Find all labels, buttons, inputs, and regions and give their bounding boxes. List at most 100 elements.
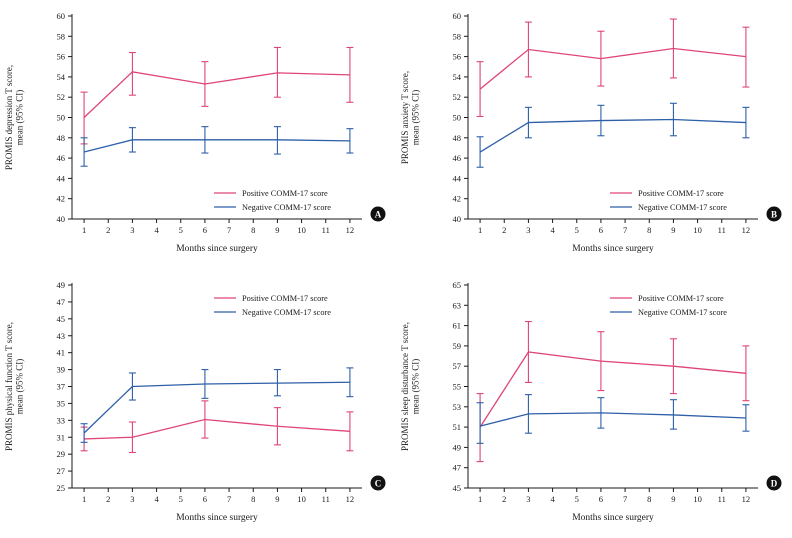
x-tick-label: 1: [478, 494, 482, 504]
y-tick-label: 65: [453, 280, 462, 290]
x-tick-label: 6: [203, 225, 207, 235]
x-tick-label: 2: [106, 225, 110, 235]
y-tick-label: 33: [57, 415, 66, 425]
y-tick-label: 48: [57, 133, 66, 143]
x-tick-label: 4: [154, 225, 159, 235]
x-tick-label: 7: [227, 225, 231, 235]
x-tick-label: 6: [203, 494, 207, 504]
x-tick-label: 2: [106, 494, 110, 504]
y-tick-label: 56: [57, 52, 66, 62]
y-tick-label: 44: [57, 173, 66, 183]
series-positive: [80, 400, 354, 454]
series-line: [479, 118, 746, 153]
x-tick-label: 10: [297, 494, 306, 504]
series-negative: [476, 102, 750, 168]
x-tick-label: 11: [718, 225, 726, 235]
x-tick-label: 3: [130, 494, 134, 504]
y-axis-title: PROMIS physical function T score,mean (9…: [4, 322, 25, 451]
x-tick-label: 11: [718, 494, 726, 504]
series-positive: [476, 18, 750, 118]
series-line: [83, 71, 350, 118]
legend-label: Negative COMM-17 score: [242, 203, 331, 212]
y-tick-label: 54: [57, 72, 66, 82]
legend-label: Positive COMM-17 score: [242, 294, 328, 303]
y-tick-label: 49: [453, 442, 462, 452]
series-negative: [80, 126, 354, 167]
x-tick-label: 6: [599, 494, 603, 504]
x-tick-label: 3: [526, 225, 530, 235]
y-tick-label: 59: [453, 341, 462, 351]
x-tick-label: 8: [647, 225, 651, 235]
y-tick-label: 46: [453, 153, 462, 163]
y-tick-label: 29: [57, 449, 66, 459]
y-tick-label: 49: [57, 280, 66, 290]
x-tick-label: 4: [550, 494, 555, 504]
x-tick-label: 7: [227, 494, 231, 504]
panel-badge-circle: [766, 206, 782, 222]
panel-a-depression-chart: 40 42 44 46 48 50 52 54 56 58 60 1 2 3 4 5 6 7 8 9 10 11 12 Mon…: [0, 0, 396, 269]
y-tick-label: 57: [453, 361, 462, 371]
x-tick-label: 6: [599, 225, 603, 235]
x-tick-label: 2: [502, 225, 506, 235]
y-tick-label: 43: [57, 331, 66, 341]
y-tick-label: 41: [57, 348, 66, 358]
y-tick-label: 60: [453, 11, 462, 21]
y-tick-label: 50: [453, 113, 462, 123]
series-negative: [80, 367, 354, 443]
legend-label: Negative COMM-17 score: [242, 308, 331, 317]
y-tick-label: 44: [453, 173, 462, 183]
y-tick-label: 63: [453, 300, 462, 310]
y-tick-label: 54: [453, 72, 462, 82]
series-line: [84, 418, 350, 440]
x-tick-label: 9: [275, 225, 279, 235]
series-line: [83, 381, 350, 434]
panel-badge-letter: B: [771, 210, 777, 220]
y-tick-label: 52: [453, 92, 462, 102]
panel-c-physical-function-chart: 25 27 29 31 33 35 37 39 41 43 45 47 49 1 2 3 4 5 6 7 8 9 10 11 1…: [0, 269, 396, 538]
x-tick-label: 2: [502, 494, 506, 504]
y-tick-label: 40: [57, 214, 66, 224]
x-axis-title: Months since surgery: [572, 513, 654, 523]
x-tick-label: 5: [179, 494, 183, 504]
y-tick-label: 42: [453, 194, 462, 204]
panel-badge-letter: A: [375, 210, 382, 220]
series-line: [83, 139, 350, 153]
x-tick-label: 12: [742, 225, 751, 235]
y-tick-label: 37: [57, 382, 66, 392]
series-positive: [476, 320, 750, 463]
y-tick-label: 45: [57, 314, 66, 324]
panel-badge-circle: [370, 206, 386, 222]
y-tick-label: 55: [453, 382, 462, 392]
series-line: [479, 351, 746, 428]
panel-badge-circle: [370, 475, 386, 491]
x-tick-label: 9: [671, 225, 675, 235]
x-tick-label: 12: [742, 494, 751, 504]
legend-label: Positive COMM-17 score: [638, 294, 724, 303]
x-tick-label: 11: [322, 494, 330, 504]
x-tick-label: 7: [623, 494, 627, 504]
x-tick-label: 1: [82, 225, 86, 235]
x-tick-label: 3: [526, 494, 530, 504]
x-tick-label: 4: [550, 225, 555, 235]
panel-badge-letter: D: [771, 479, 778, 489]
legend-label: Negative COMM-17 score: [638, 308, 727, 317]
y-tick-label: 47: [57, 297, 66, 307]
x-tick-label: 8: [251, 494, 255, 504]
x-tick-label: 10: [693, 494, 702, 504]
x-axis-title: Months since surgery: [176, 513, 258, 523]
legend-label: Positive COMM-17 score: [242, 189, 328, 198]
y-tick-label: 42: [57, 194, 66, 204]
panel-badge-circle: [766, 475, 782, 491]
y-axis-title: PROMIS sleep disturbance T score,mean (9…: [400, 322, 421, 451]
y-tick-label: 58: [57, 31, 66, 41]
x-axis-title: Months since surgery: [572, 244, 654, 254]
x-tick-label: 8: [251, 225, 255, 235]
x-tick-label: 5: [575, 494, 579, 504]
y-tick-label: 39: [57, 365, 66, 375]
y-tick-label: 51: [453, 422, 462, 432]
y-tick-label: 50: [57, 113, 66, 123]
x-tick-label: 5: [575, 225, 579, 235]
legend-label: Positive COMM-17 score: [638, 189, 724, 198]
